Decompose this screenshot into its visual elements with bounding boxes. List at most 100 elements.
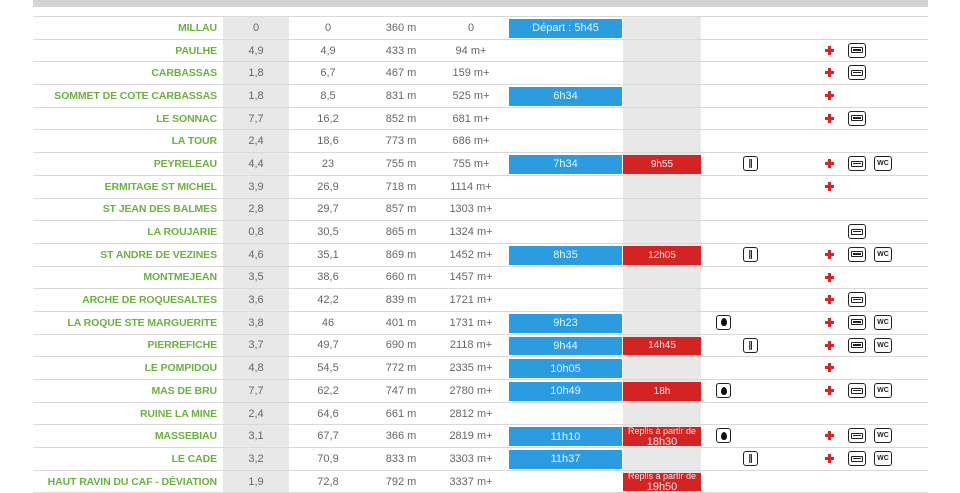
altitude: 869 m: [385, 248, 417, 261]
red-cross-glyph: [825, 45, 834, 55]
wc-icon: WC: [874, 451, 892, 467]
segment-distance: 3,7: [248, 339, 264, 352]
cumulative-distance: 23: [321, 157, 335, 170]
elevation-gain: 1721 m+: [449, 294, 493, 307]
elevation-gain: 755 m+: [452, 157, 490, 170]
column-shade: [223, 175, 289, 198]
cutoff-time: [623, 267, 701, 289]
passage-time: [509, 403, 622, 425]
cutoff-time: 9h55: [623, 155, 701, 174]
passage-time: 11h37: [509, 450, 622, 469]
elevation-gain: 94 m+: [455, 44, 487, 57]
column-shade: [623, 17, 701, 39]
first-aid-icon: [822, 360, 837, 376]
segment-distance: 3,8: [248, 316, 264, 329]
elevation-gain: 2335 m+: [449, 362, 493, 375]
table-row: LE SONNAC 7,7 16,2 852 m 681 m+: [33, 107, 928, 131]
column-shade: [623, 402, 701, 425]
first-aid-icon: [822, 65, 837, 81]
first-aid-icon: [822, 451, 837, 467]
checkpoint-name: LE SONNAC: [156, 112, 217, 125]
column-shade: [623, 357, 701, 379]
red-cross-glyph: [825, 113, 834, 123]
table-row: PAULHE 4,9 4,9 433 m 94 m+: [33, 39, 928, 63]
segment-distance: 0: [252, 21, 260, 34]
table-row: PEYRELEAU 4,4 23 755 m 755 m+ 7h34 9h55 ∥ WC: [33, 153, 928, 176]
segment-distance: 4,6: [248, 248, 264, 261]
column-shade: [623, 39, 701, 62]
elevation-gain: 1457 m+: [449, 271, 493, 284]
cutoff-time: [623, 357, 701, 379]
cutoff-time: [623, 108, 701, 130]
bus-glyph: [851, 342, 863, 349]
fork-knife-glyph: ∥: [748, 453, 753, 464]
column-shade: [623, 448, 701, 470]
shuttle-bus-icon: [848, 451, 866, 467]
column-shade: [223, 85, 289, 107]
passage-time: 10h05: [509, 359, 622, 378]
bus-glyph: [851, 160, 863, 167]
shuttle-bus-icon: [848, 65, 866, 81]
water-drop-icon: [716, 314, 731, 330]
column-shade: [223, 243, 289, 266]
cutoff-time: 14h45: [623, 336, 701, 356]
altitude: 661 m: [385, 407, 417, 420]
wc-icon: WC: [874, 383, 892, 398]
segment-distance: 2,4: [248, 407, 264, 420]
checkpoint-name: SOMMET DE COTE CARBASSAS: [54, 89, 217, 102]
cutoff-time: [623, 289, 701, 311]
segment-distance: 1,8: [248, 67, 264, 80]
water-drop-glyph: [720, 431, 727, 440]
cutoff-time: Replis à partir de 18h30: [623, 426, 701, 447]
elevation-gain: 1731 m+: [449, 316, 493, 329]
red-cross-glyph: [825, 249, 834, 259]
table-row: ARCHE DE ROQUESALTES 3,6 42,2 839 m 1721 m+: [33, 289, 928, 312]
column-shade: [623, 198, 701, 221]
segment-distance: 4,4: [248, 157, 264, 170]
passage-time: [509, 40, 622, 62]
passage-time: [509, 130, 622, 152]
cumulative-distance: 30,5: [317, 226, 339, 239]
checkpoint-name: CARBASSAS: [151, 67, 217, 80]
elevation-gain: 1114 m+: [450, 180, 492, 193]
altitude: 833 m: [385, 452, 417, 465]
altitude: 792 m: [385, 475, 417, 488]
cumulative-distance: 8,5: [320, 89, 336, 102]
passage-time: 9h44: [509, 336, 622, 356]
checkpoint-name: PIERREFICHE: [147, 339, 218, 352]
elevation-gain: 3337 m+: [449, 475, 493, 488]
segment-distance: 7,7: [248, 112, 264, 125]
altitude: 366 m: [385, 430, 417, 443]
column-shade: [623, 62, 701, 85]
cumulative-distance: 62,2: [317, 384, 339, 397]
passage-time: Départ : 5h45: [509, 19, 622, 38]
altitude: 865 m: [385, 226, 417, 239]
checkpoint-name: PEYRELEAU: [153, 157, 217, 170]
first-aid-icon: [822, 269, 837, 285]
checkpoint-name: ST JEAN DES BALMES: [102, 203, 217, 216]
cutoff-time: [623, 221, 701, 243]
elevation-gain: 0: [467, 21, 475, 34]
table-row: PIERREFICHE 3,7 49,7 690 m 2118 m+ 9h44 14h45 ∥…: [33, 334, 928, 358]
checkpoint-name: HAUT RAVIN DU CAF - DÉVIATION: [47, 475, 217, 488]
water-drop-glyph: [720, 386, 727, 395]
checkpoint-table: MILLAU 0 0 360 m 0 Départ : 5h45 PAULHE 4,9 4,9 4…: [33, 16, 928, 493]
cumulative-distance: 4,9: [320, 44, 336, 57]
shuttle-bus-icon: [848, 110, 866, 126]
checkpoint-name: LA ROQUE STE MARGUERITE: [67, 316, 217, 329]
segment-distance: 4,9: [248, 44, 264, 57]
column-shade: [223, 448, 289, 470]
altitude: 772 m: [385, 362, 417, 375]
segment-distance: 2,8: [248, 203, 264, 216]
segment-distance: 3,6: [248, 294, 264, 307]
table-row: RUINE LA MINE 2,4 64,6 661 m 2812 m+: [33, 402, 928, 426]
cutoff-note: Replis à partir de: [627, 471, 697, 482]
first-aid-icon: [822, 156, 837, 172]
checkpoint-name: LE POMPIDOU: [144, 362, 218, 375]
altitude: 852 m: [385, 112, 417, 125]
bus-glyph: [851, 47, 863, 54]
cutoff-time: [623, 176, 701, 198]
cutoff-time: [623, 448, 701, 470]
altitude: 718 m: [385, 180, 417, 193]
cutoff-time: [623, 17, 701, 39]
